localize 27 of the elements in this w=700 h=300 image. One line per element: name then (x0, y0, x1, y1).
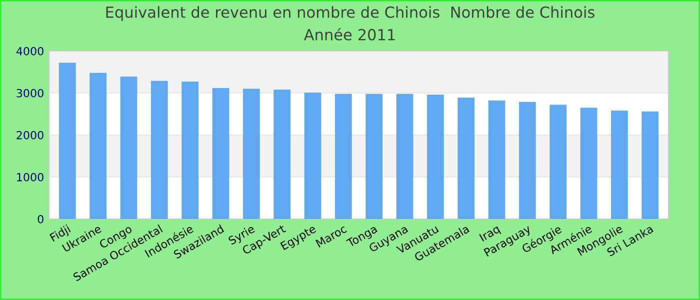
bar (182, 82, 199, 219)
y-tick-label: 2000 (16, 130, 44, 140)
bar (90, 72, 107, 219)
bar (610, 110, 628, 219)
bar (518, 102, 536, 219)
chart-title: Equivalent de revenu en nombre de Chinois Nombre de Chinois (106, 6, 594, 21)
bar (120, 76, 138, 219)
bar (366, 94, 383, 219)
bar (274, 90, 291, 219)
bar (642, 111, 659, 219)
bar (150, 80, 168, 219)
y-tick-label: 1000 (17, 172, 44, 182)
bar (58, 62, 76, 219)
bar (426, 94, 444, 219)
y-tick-label: 3000 (16, 88, 44, 98)
bar (396, 94, 414, 219)
y-tick-label: 4000 (16, 46, 44, 56)
bar (580, 108, 598, 219)
y-tick-label: 0 (38, 214, 44, 224)
bar (488, 100, 506, 219)
bar (550, 104, 567, 219)
bar (242, 88, 260, 219)
bar (212, 88, 230, 219)
bar (458, 98, 475, 219)
chart-subtitle: Année 2011 (304, 28, 395, 40)
bar (304, 92, 322, 219)
bar (334, 94, 352, 219)
